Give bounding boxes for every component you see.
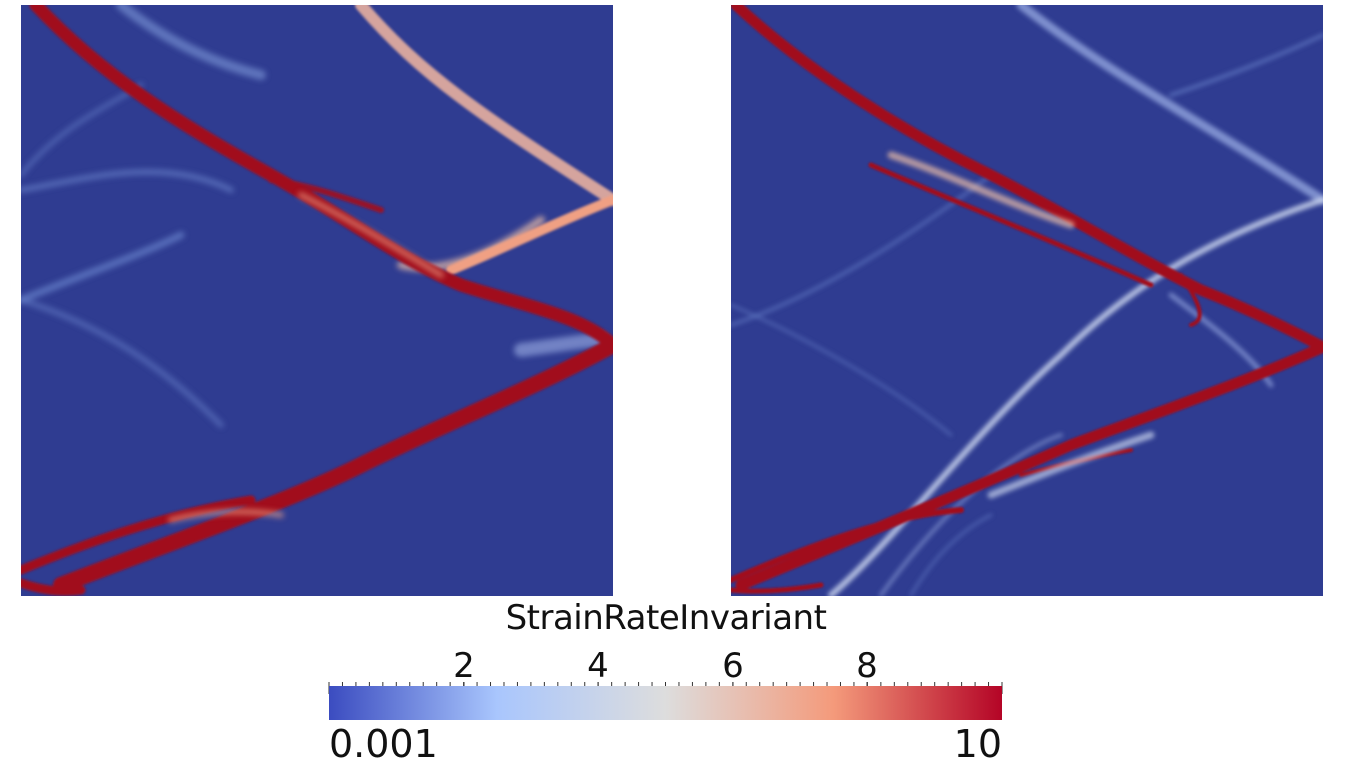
tick-label-4: 4 xyxy=(587,646,609,686)
tick-label-6: 6 xyxy=(722,646,744,686)
strain-rate-plot-left xyxy=(21,5,613,596)
colorbar-min-label: 0.001 xyxy=(329,722,438,766)
tick-label-8: 8 xyxy=(856,646,878,686)
strain-rate-plot-right xyxy=(731,5,1323,596)
colorbar-max-label: 10 xyxy=(953,722,1002,766)
tick-label-2: 2 xyxy=(453,646,475,686)
colorbar-gradient xyxy=(329,686,1002,720)
colorbar-title: StrainRateInvariant xyxy=(505,598,827,638)
colorbar-tick-axis: 2 4 6 8 xyxy=(328,646,1003,704)
